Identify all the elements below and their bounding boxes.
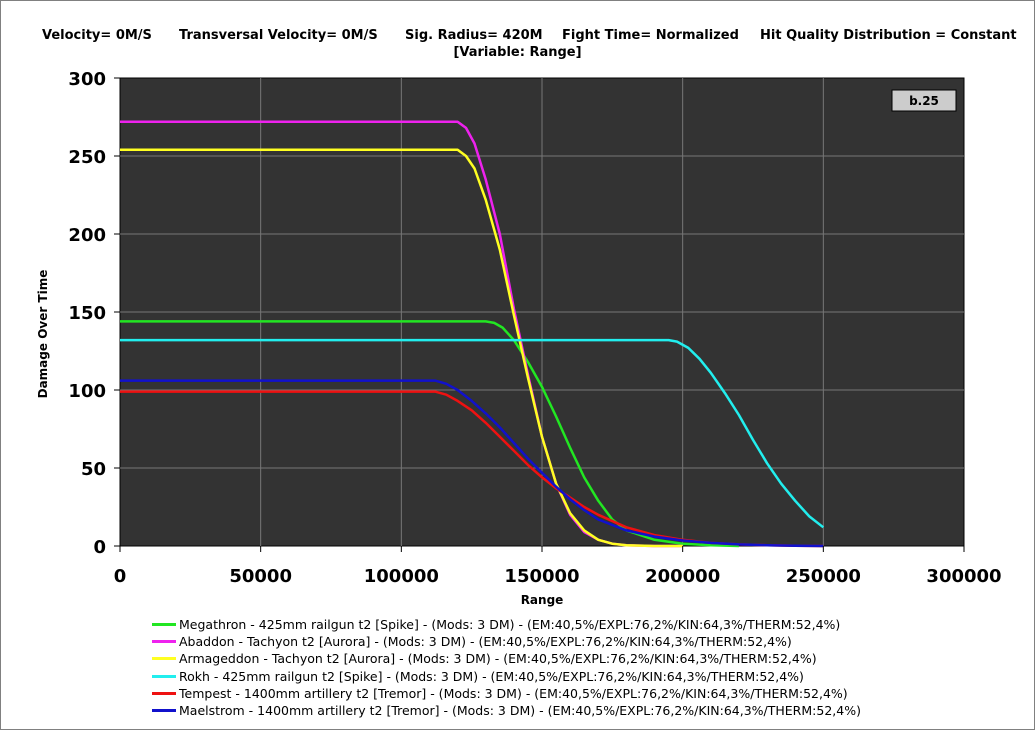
version-badge: b.25	[891, 89, 957, 112]
grid	[120, 78, 964, 546]
series-line-3	[120, 148, 683, 548]
legend-label: Maelstrom - 1400mm artillery t2 [Tremor]…	[179, 703, 861, 718]
legend-swatch	[152, 657, 176, 661]
version-badge-text: b.25	[909, 94, 939, 108]
y-tick-label: 100	[68, 381, 106, 402]
x-tick-label: 50000	[229, 566, 292, 587]
legend-label: Abaddon - Tachyon t2 [Aurora] - (Mods: 3…	[179, 634, 792, 650]
legend-swatch	[152, 691, 176, 695]
y-tick-label: 50	[81, 459, 106, 480]
x-tick-label: 250000	[786, 566, 861, 587]
series-group	[120, 120, 825, 548]
fight-time-label: Fight Time= Normalized	[562, 28, 739, 43]
transversal-velocity-label: Transversal Velocity= 0M/S	[179, 28, 378, 43]
hit-quality-label: Hit Quality Distribution = Constant	[760, 28, 1017, 43]
x-tick-label: 200000	[645, 566, 720, 587]
x-axis-title: Range	[521, 593, 564, 607]
legend-swatch	[152, 640, 176, 644]
series-line-1	[120, 320, 739, 548]
series-line-4	[120, 338, 825, 529]
legend-label: Megathron - 425mm railgun t2 [Spike] - (…	[179, 617, 841, 632]
legend-label: Armageddon - Tachyon t2 [Aurora] - (Mods…	[179, 651, 817, 667]
y-tick-label: 200	[68, 225, 106, 246]
chart-subtitle: [Variable: Range]	[453, 45, 582, 60]
x-tick-label: 300000	[926, 566, 1001, 587]
y-tick-label: 150	[68, 303, 106, 324]
series-line-6	[120, 379, 824, 548]
axes: 0 50000 100000 150000 200000 250000 300000 0 50 1…	[68, 69, 1001, 587]
line-chart: 0 50000 100000 150000 200000 250000 300000 0 50 1…	[36, 69, 1002, 607]
legend-swatch	[152, 709, 176, 712]
y-tick-label: 250	[68, 147, 106, 168]
legend-label: Rokh - 425mm railgun t2 [Spike] - (Mods:…	[179, 668, 804, 684]
legend-swatch	[152, 623, 176, 626]
velocity-label: Velocity= 0M/S	[42, 28, 152, 43]
legend-label: Tempest - 1400mm artillery t2 [Tremor] -…	[179, 685, 848, 701]
y-tick-label: 0	[93, 537, 106, 558]
y-axis-title: Damage Over Time	[36, 270, 50, 399]
y-tick-label: 300	[68, 69, 106, 90]
sig-radius-label: Sig. Radius= 420M	[405, 28, 543, 43]
legend-swatch	[152, 674, 176, 678]
x-tick-label: 0	[114, 566, 127, 587]
x-tick-label: 100000	[364, 566, 439, 587]
x-tick-label: 150000	[504, 566, 579, 587]
